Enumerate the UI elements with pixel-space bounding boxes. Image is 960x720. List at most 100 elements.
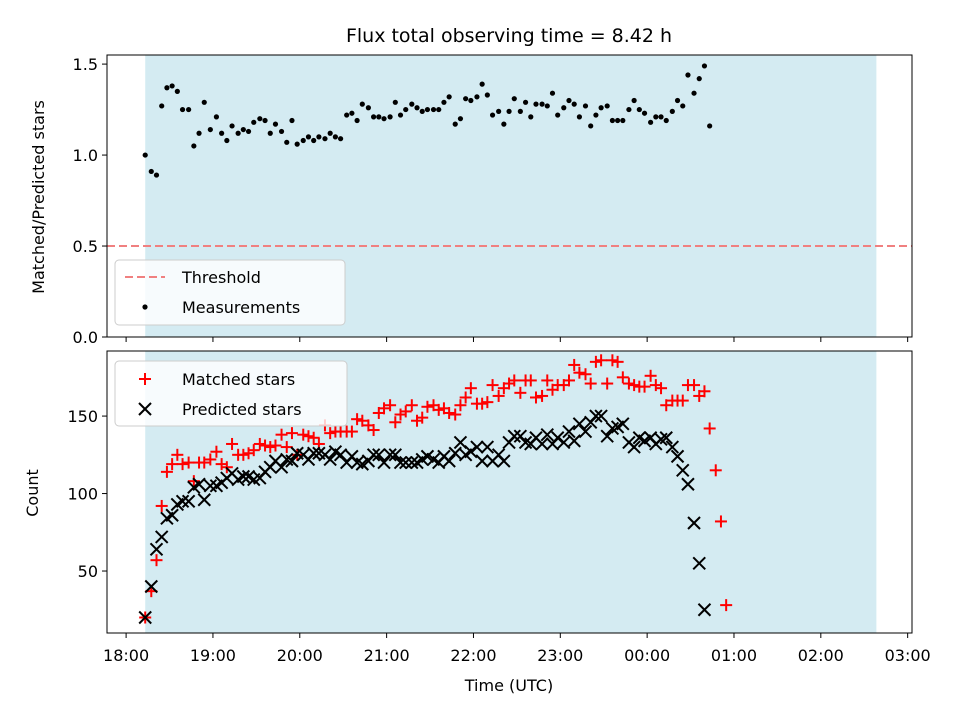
measurement-point (653, 114, 659, 120)
cross-b (181, 494, 196, 509)
matched-stars-point (584, 377, 597, 390)
cross-b (480, 440, 495, 454)
cross-b (274, 460, 289, 474)
cross-b (692, 556, 706, 570)
legend-matched-label: Matched stars (182, 370, 295, 389)
measurement-point (468, 97, 474, 104)
measurement-point (397, 112, 404, 118)
predicted-stars-point (692, 556, 706, 570)
measurement-point (593, 112, 599, 118)
matched-stars-point (351, 413, 364, 426)
matched-stars-point (562, 374, 575, 387)
matched-stars-point (622, 377, 635, 390)
cross-b (197, 493, 211, 507)
bottom-y-tick-label: 50 (78, 562, 98, 581)
matched-stars-point (595, 354, 608, 367)
cross-b (497, 454, 511, 468)
measurement-point (174, 88, 180, 94)
cross-b (687, 516, 701, 530)
legend-predicted-label: Predicted stars (182, 400, 302, 419)
cross-b (203, 479, 218, 493)
cross-b (312, 446, 326, 460)
cross-b (393, 455, 408, 470)
top-y-tick-label: 1.5 (73, 55, 98, 74)
measurement-point (300, 137, 306, 144)
measurement-point (153, 172, 160, 178)
measurement-point (376, 114, 382, 120)
measurement-point (452, 121, 458, 127)
cross-b (632, 431, 647, 445)
cross-b (670, 449, 685, 464)
legend-measurements-swatch (142, 304, 148, 310)
predicted-stars-point (475, 454, 489, 468)
matched-stars-point (237, 448, 250, 461)
cross-b (535, 437, 549, 451)
measurement-point (544, 103, 550, 109)
measurement-point (294, 141, 300, 147)
matched-stars-point (210, 445, 223, 458)
matched-stars-point (492, 389, 505, 402)
measurement-point (419, 108, 425, 114)
x-tick-label: 20:00 (277, 646, 323, 665)
measurement-point (549, 90, 556, 96)
matched-stars-point (443, 406, 456, 419)
matched-stars-point (676, 394, 689, 407)
matched-stars-point (399, 405, 412, 418)
matched-stars-point (449, 408, 462, 421)
bottom-series-0 (139, 354, 733, 624)
measurement-point (235, 130, 241, 136)
measurement-point (582, 103, 589, 109)
predicted-stars-point (550, 431, 565, 445)
measurement-point (179, 106, 186, 113)
predicted-stars-point (535, 437, 549, 451)
matched-stars-point (280, 441, 293, 454)
predicted-stars-point (670, 449, 685, 464)
measurement-point (609, 117, 616, 124)
cross-b (377, 455, 391, 470)
matched-stars-point (226, 437, 239, 450)
measurement-point (201, 99, 207, 105)
matched-stars-point (698, 385, 711, 398)
measurement-point (344, 112, 350, 118)
matched-stars-point (709, 464, 722, 477)
measurement-point (403, 106, 409, 113)
measurement-point (392, 99, 398, 105)
predicted-stars-point (578, 424, 593, 439)
measurement-point (224, 137, 230, 144)
measurement-point (262, 117, 268, 124)
x-tick-label: 22:00 (450, 646, 496, 665)
measurement-point (267, 130, 273, 136)
measurement-point (533, 101, 539, 107)
matched-stars-point (302, 430, 315, 443)
measurement-point (446, 94, 452, 100)
predicted-stars-point (572, 417, 587, 431)
predicted-stars-point (203, 479, 218, 493)
measurement-point (169, 83, 175, 89)
measurement-point (598, 105, 604, 111)
top-y-tick-label: 1.0 (73, 146, 98, 165)
predicted-stars-point (383, 448, 397, 462)
measurement-point (658, 114, 664, 120)
cross-b (540, 427, 554, 442)
predicted-stars-point (480, 440, 495, 454)
measurement-point (245, 128, 252, 135)
bottom-y-tick-label: 100 (67, 485, 98, 504)
predicted-stars-point (323, 452, 337, 467)
measurement-point (365, 105, 371, 111)
matched-stars-point (378, 402, 391, 415)
matched-stars-point (253, 437, 266, 450)
predicted-stars-point (697, 603, 712, 617)
predicted-stars-point (567, 434, 581, 448)
cross-b (241, 469, 256, 484)
predicted-stars-point (138, 610, 152, 625)
measurement-point (631, 97, 637, 104)
predicted-stars-point (464, 445, 478, 459)
measurement-point (381, 116, 387, 122)
measurement-point (159, 103, 165, 109)
measurement-point (588, 123, 594, 129)
matched-stars-point (160, 465, 173, 478)
measurement-point (615, 117, 621, 124)
cross-b (557, 435, 571, 450)
measurement-point (566, 97, 572, 104)
measurement-point (648, 119, 654, 125)
